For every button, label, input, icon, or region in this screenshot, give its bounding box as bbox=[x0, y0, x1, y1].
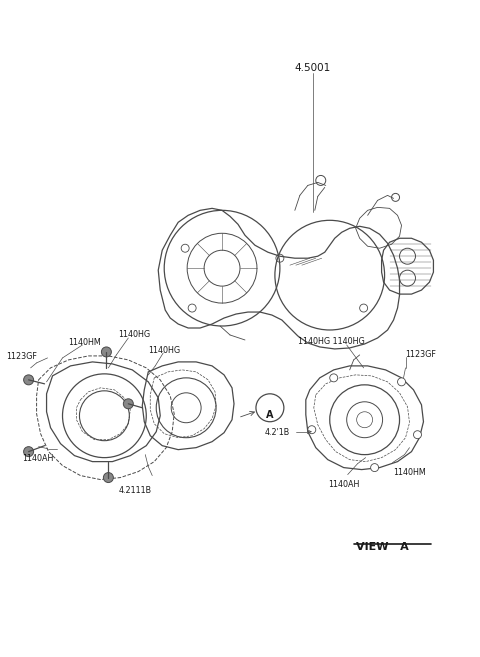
Text: 1140HG 1140HG: 1140HG 1140HG bbox=[298, 337, 365, 346]
Text: 1123GF: 1123GF bbox=[6, 352, 36, 361]
Circle shape bbox=[123, 399, 133, 409]
Text: 1140AH: 1140AH bbox=[23, 453, 54, 463]
Text: 1140AH: 1140AH bbox=[328, 480, 359, 489]
Text: A: A bbox=[266, 410, 274, 420]
Text: 1140HM: 1140HM bbox=[394, 468, 426, 476]
Text: 4.2111B: 4.2111B bbox=[119, 486, 152, 495]
Circle shape bbox=[330, 374, 338, 382]
Circle shape bbox=[413, 431, 421, 439]
Circle shape bbox=[371, 464, 379, 472]
Circle shape bbox=[101, 347, 111, 357]
Text: 4.5001: 4.5001 bbox=[295, 63, 331, 73]
Text: 4.2'1B: 4.2'1B bbox=[265, 428, 290, 437]
Circle shape bbox=[24, 375, 34, 385]
Circle shape bbox=[103, 472, 113, 482]
Text: 1140HM: 1140HM bbox=[69, 338, 101, 347]
Text: 1140HG: 1140HG bbox=[148, 346, 180, 355]
Circle shape bbox=[24, 447, 34, 457]
Text: 1123GF: 1123GF bbox=[406, 350, 436, 359]
Circle shape bbox=[397, 378, 406, 386]
Text: 1140HG: 1140HG bbox=[119, 330, 150, 339]
Text: VIEW   A: VIEW A bbox=[356, 543, 408, 553]
Circle shape bbox=[308, 426, 316, 434]
